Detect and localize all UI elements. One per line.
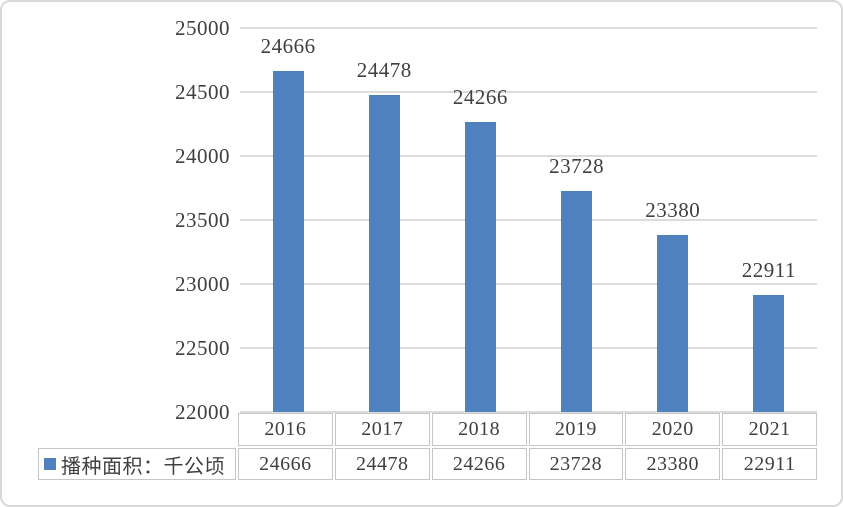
gridline [240,411,817,413]
y-axis-tick-label: 23500 [175,208,230,232]
gridline [240,155,817,157]
table-value-cell: 23380 [625,448,721,480]
y-axis-tick-label: 25000 [175,16,230,40]
legend-label: 播种面积：千公顷 [61,455,225,478]
bar-2017 [368,94,400,412]
gridline [240,27,817,29]
table-value-cell: 24666 [238,448,333,480]
legend-marker-icon [44,458,56,470]
y-axis-tick-label: 23000 [175,272,230,296]
bar-2020 [657,235,689,412]
gridline [240,283,817,285]
table-value-cell: 23728 [528,448,624,480]
y-axis: 25000 24500 24000 23500 23000 22500 22000 [2,17,230,423]
bar-2018 [464,121,496,412]
table-year-cell: 2019 [528,413,624,446]
gridline [240,91,817,93]
table-corner-spacer [38,413,236,446]
legend-cell: 播种面积：千公顷 [38,448,236,480]
table-year-cell: 2017 [334,413,430,446]
table-year-cell: 2021 [722,413,817,446]
plot-area: 24666 24478 24266 23728 23380 22911 [240,27,817,413]
y-axis-tick-label: 22000 [175,400,230,424]
y-axis-tick-label: 22500 [175,336,230,360]
data-table: 播种面积：千公顷 2016 24666 2017 24478 2018 24266 2019… [38,413,817,480]
bar-2016 [272,70,304,412]
table-year-cell: 2020 [625,413,721,446]
bar-2019 [561,190,593,412]
table-value-cell: 24266 [431,448,527,480]
gridline [240,219,817,221]
bar-value-label: 23380 [645,198,701,223]
table-value-cell: 22911 [722,448,817,480]
bar-value-label: 24266 [452,84,508,109]
table-year-cell: 2018 [431,413,527,446]
y-axis-tick-label: 24000 [175,144,230,168]
bar-value-label: 24666 [260,33,316,58]
table-value-cell: 24478 [334,448,430,480]
bar-value-label: 24478 [356,57,412,82]
gridline [240,347,817,349]
bar-2021 [753,295,785,412]
bar-value-label: 22911 [741,258,797,283]
y-axis-tick-label: 24500 [175,80,230,104]
table-year-cell: 2016 [238,413,333,446]
bar-value-label: 23728 [549,153,605,178]
